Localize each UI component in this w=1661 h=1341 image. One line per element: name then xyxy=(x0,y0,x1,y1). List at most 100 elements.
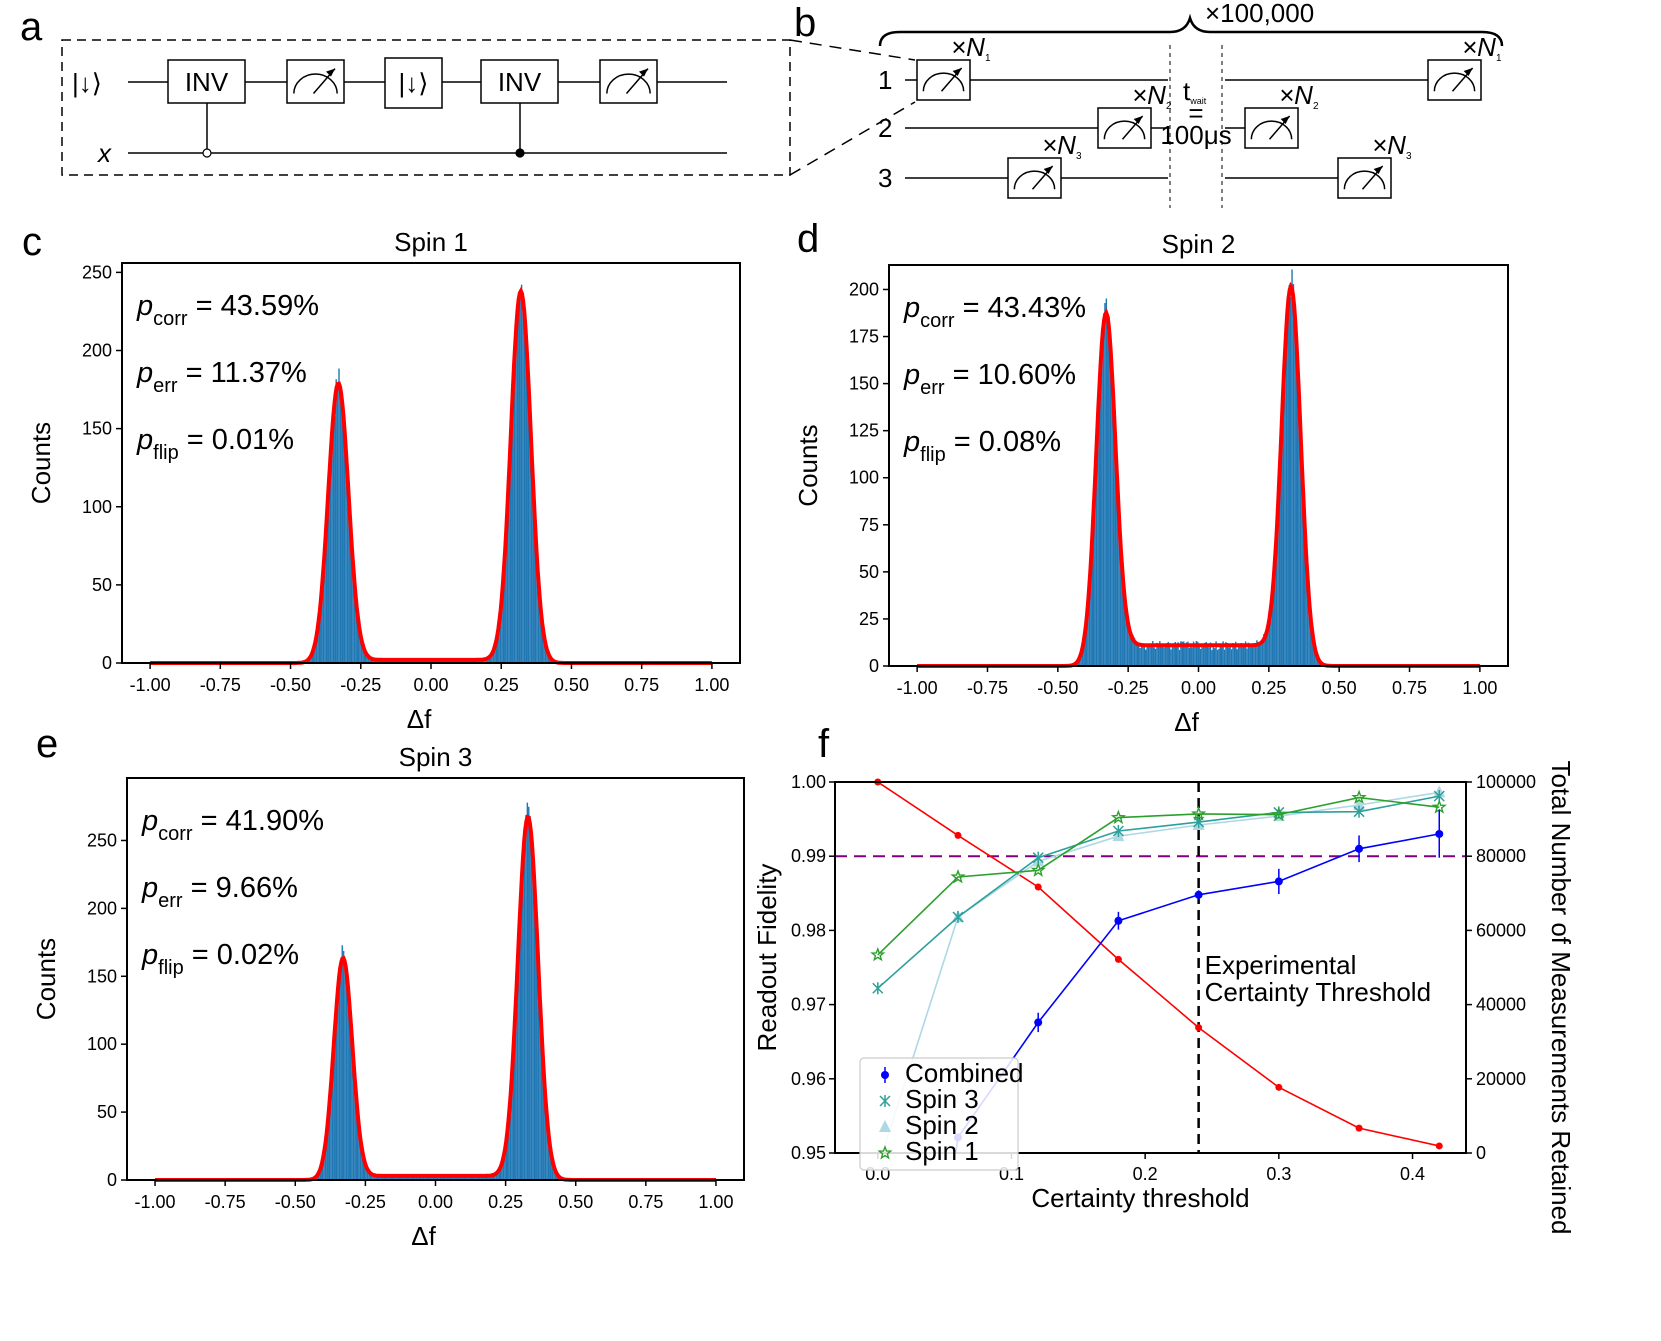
histogram-bar xyxy=(387,1176,390,1180)
histogram-bar xyxy=(366,1171,369,1180)
histogram-bar xyxy=(317,626,319,663)
point-circle xyxy=(881,1071,889,1079)
histogram-bar xyxy=(1115,445,1117,666)
histogram-bar xyxy=(325,526,328,663)
histogram-bar xyxy=(462,1177,464,1180)
histogram-bar xyxy=(471,1176,474,1180)
zoom-line-bottom xyxy=(789,101,916,176)
histogram-bar xyxy=(1282,371,1285,666)
wait-time-label: twait xyxy=(1183,76,1207,106)
histogram-bar xyxy=(366,656,368,663)
histogram-bar xyxy=(355,1098,357,1180)
histogram-bar xyxy=(1308,592,1310,666)
y-tick-label: 150 xyxy=(87,966,117,986)
histogram-bar xyxy=(1284,355,1286,666)
x-tick-label: -0.25 xyxy=(1108,678,1149,698)
histogram-bar xyxy=(1215,641,1217,666)
histogram-bar xyxy=(485,660,488,663)
point-x xyxy=(879,1095,891,1107)
measurement-gate xyxy=(286,59,345,104)
histogram-bar xyxy=(424,1176,426,1180)
y-tick-label: 250 xyxy=(82,262,112,282)
x-axis-label: Certainty threshold xyxy=(1031,1183,1249,1213)
histogram-bar xyxy=(543,1080,545,1180)
histogram-bar xyxy=(1295,328,1297,666)
y-tick-label: 100 xyxy=(82,497,112,517)
prob-subscript: flip xyxy=(920,444,946,466)
x-tick-label: 0.00 xyxy=(418,1192,453,1212)
histogram-bar xyxy=(1108,316,1110,666)
histogram-bar xyxy=(1195,640,1198,666)
histogram-bar xyxy=(551,1163,554,1180)
chart-title: Spin 1 xyxy=(394,227,468,257)
histogram-bar xyxy=(351,1039,353,1180)
prob-subscript: flip xyxy=(158,957,184,979)
y-tick-label: 150 xyxy=(82,419,112,439)
histogram-bar xyxy=(342,426,344,663)
histogram-bar xyxy=(1223,649,1226,666)
histogram-bar xyxy=(541,629,544,663)
plot-area xyxy=(835,778,1466,1154)
measurement-gate xyxy=(1337,157,1392,199)
histogram-bar xyxy=(369,659,371,663)
point-x xyxy=(1112,824,1124,837)
histogram-bar xyxy=(1267,622,1269,666)
point-circle xyxy=(1355,844,1364,853)
histogram-bar xyxy=(445,1176,447,1180)
chart-title: Spin 3 xyxy=(399,742,473,772)
histogram-bar xyxy=(334,416,336,663)
histogram-bar xyxy=(1191,647,1193,666)
prob-symbol: p xyxy=(136,424,153,456)
histogram-bar xyxy=(422,1176,425,1180)
histogram-bar xyxy=(508,477,510,663)
histogram-bar xyxy=(356,606,358,663)
point-triangle xyxy=(879,1120,891,1132)
gate-box xyxy=(1427,59,1482,101)
histogram-bar xyxy=(526,802,529,1180)
histogram-bar xyxy=(1260,642,1262,666)
histogram-bar xyxy=(516,960,519,1180)
histogram-bar xyxy=(1306,572,1309,666)
histogram-bar xyxy=(1098,373,1101,666)
prob-subscript: flip xyxy=(153,442,179,464)
y-axis-label-right: Total Number of Measurements Retained xyxy=(1546,760,1576,1234)
histogram-bar xyxy=(1281,407,1283,666)
prob-symbol: p xyxy=(903,292,920,324)
histogram-bar xyxy=(443,1176,446,1180)
y-tick-label-left: 0.98 xyxy=(791,920,826,940)
repeat-prefix: ×N xyxy=(1279,80,1313,110)
histogram-bar xyxy=(335,379,337,663)
prob-symbol: p xyxy=(903,359,920,391)
gate-box xyxy=(1097,107,1152,149)
histogram-bar xyxy=(1180,641,1182,666)
repeat-prefix: ×N xyxy=(1372,130,1406,160)
histogram-bar xyxy=(339,386,342,663)
histogram-bar xyxy=(1249,643,1251,666)
panel-label: a xyxy=(20,5,43,49)
histogram-bar xyxy=(349,514,351,663)
histogram-bar xyxy=(463,1177,465,1180)
x-tick-label: -0.25 xyxy=(340,675,381,695)
initial-state-label: |↓⟩ xyxy=(72,68,102,98)
histogram-bar xyxy=(358,1131,360,1180)
histogram-bar xyxy=(374,660,377,663)
histogram-bar xyxy=(417,1177,419,1180)
histogram-bar xyxy=(1232,642,1234,666)
y-tick-label-right: 60000 xyxy=(1476,920,1526,940)
y-tick-label-right: 100000 xyxy=(1476,772,1536,792)
measurement-gate xyxy=(1427,59,1482,101)
histogram-bar xyxy=(324,1137,327,1180)
histogram-bar xyxy=(352,562,354,663)
histogram-bar xyxy=(480,1177,482,1180)
histogram-bar xyxy=(1118,513,1120,666)
histogram-bar xyxy=(375,1176,377,1180)
prob-subscript: corr xyxy=(153,308,188,330)
histogram-bar xyxy=(1094,487,1096,666)
histogram-bar xyxy=(1084,633,1086,666)
histogram-bar xyxy=(1135,642,1137,666)
x-tick-label: -0.75 xyxy=(205,1192,246,1212)
histogram-bar xyxy=(1159,641,1161,666)
histogram-bar xyxy=(324,557,326,663)
